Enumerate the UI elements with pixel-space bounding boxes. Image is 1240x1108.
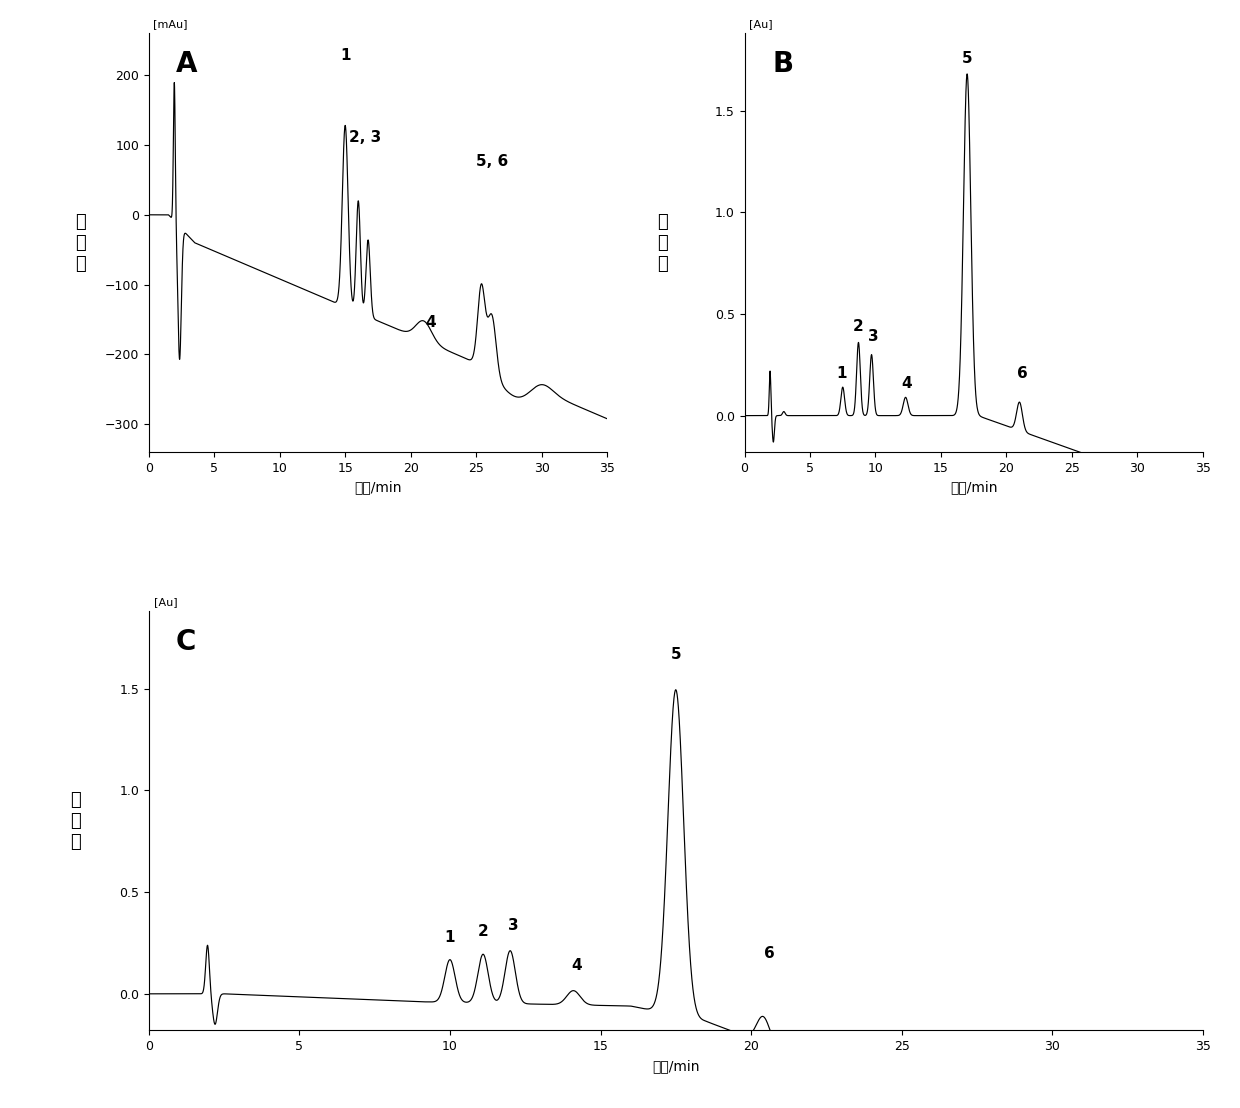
Text: 2: 2	[853, 319, 864, 335]
Text: B: B	[773, 50, 794, 78]
Text: 5: 5	[671, 647, 681, 663]
Text: 4: 4	[901, 377, 913, 391]
Text: 2, 3: 2, 3	[348, 130, 381, 145]
Text: 4: 4	[425, 315, 435, 330]
X-axis label: 时间/min: 时间/min	[355, 481, 402, 494]
X-axis label: 时间/min: 时间/min	[950, 481, 997, 494]
Text: A: A	[176, 50, 198, 78]
Text: C: C	[175, 628, 196, 656]
Text: [Au]: [Au]	[154, 597, 177, 607]
Text: 1: 1	[445, 930, 455, 945]
Text: 吸
光
度: 吸 光 度	[657, 213, 667, 273]
Text: [Au]: [Au]	[749, 19, 773, 29]
X-axis label: 时间/min: 时间/min	[652, 1059, 699, 1073]
Text: [mAu]: [mAu]	[154, 19, 188, 29]
Text: 6: 6	[1017, 366, 1028, 381]
Text: 吸
光
度: 吸 光 度	[74, 213, 86, 273]
Text: 1: 1	[340, 48, 351, 62]
Text: 3: 3	[508, 917, 518, 933]
Text: 吸
光
度: 吸 光 度	[69, 791, 81, 851]
Text: 5: 5	[962, 51, 972, 65]
Text: 4: 4	[572, 958, 582, 974]
Text: 2: 2	[477, 924, 489, 938]
Text: 6: 6	[764, 946, 775, 962]
Text: 5, 6: 5, 6	[476, 154, 508, 170]
Text: 3: 3	[868, 329, 878, 345]
Text: 1: 1	[836, 366, 847, 381]
